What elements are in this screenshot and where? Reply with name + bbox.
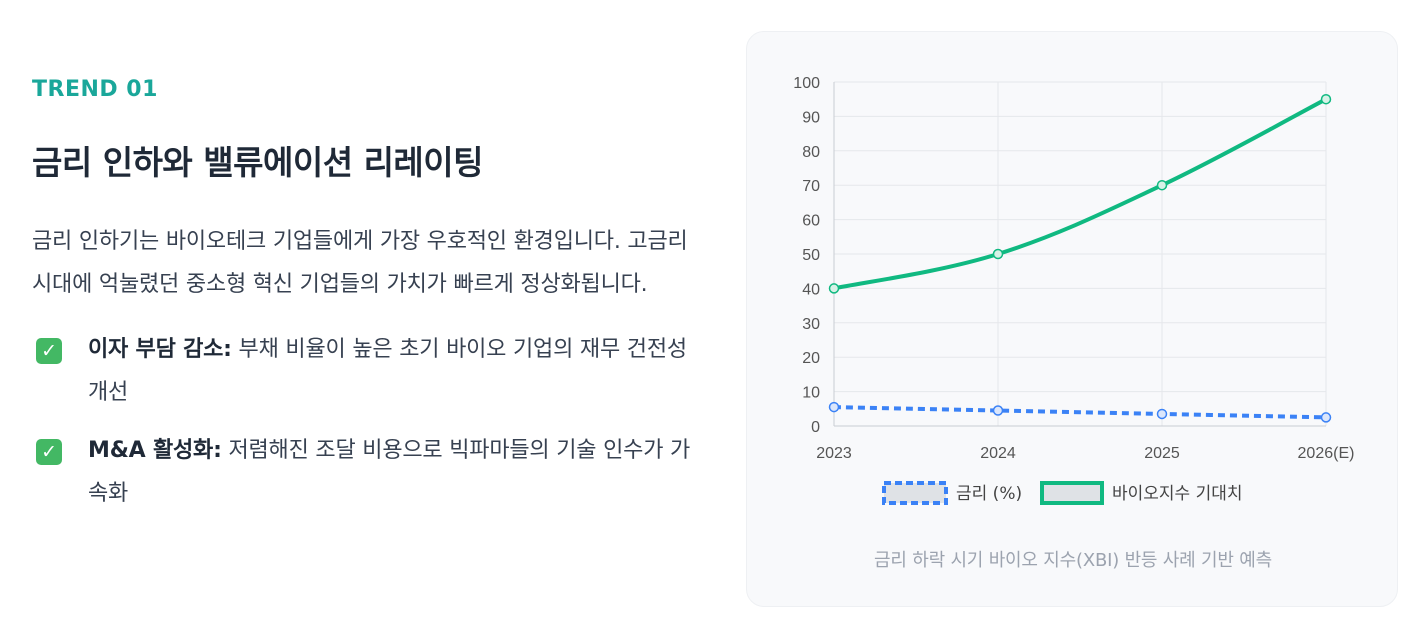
series-line-1 bbox=[833, 97, 1327, 291]
y-tick-label: 60 bbox=[802, 213, 820, 230]
section-description: 금리 인하기는 바이오테크 기업들에게 가장 우호적인 환경입니다. 고금리 시… bbox=[32, 229, 688, 297]
y-tick-label: 0 bbox=[811, 419, 820, 436]
x-tick-label: 2025 bbox=[1144, 445, 1180, 462]
chart-card: 0 10 20 30 40 50 60 70 80 90 100 2023 2024 2025 2026(E… bbox=[746, 31, 1398, 607]
x-tick-label: 2023 bbox=[816, 445, 852, 462]
bullet-text: 저렴해진 조달 비용으로 빅파마들의 기술 인수가 가속화 bbox=[88, 438, 691, 506]
y-tick-label: 90 bbox=[802, 109, 820, 126]
y-tick-label: 10 bbox=[802, 385, 820, 402]
y-tick-label: 50 bbox=[802, 247, 820, 264]
data-point bbox=[992, 248, 1004, 260]
bullet-text: 부채 비율이 높은 초기 바이오 기업의 재무 건전성 개선 bbox=[88, 337, 687, 405]
y-tick-label: 20 bbox=[802, 350, 820, 367]
trend-tag: TREND 01 bbox=[32, 77, 158, 102]
bullet-title: 이자 부담 감소: bbox=[88, 337, 232, 362]
trend-section: TREND 01 금리 인하와 밸류에이션 리레이팅 금리 인하기는 바이오테크… bbox=[32, 70, 702, 530]
legend-label: 금리 (%) bbox=[956, 484, 1022, 504]
y-tick-label: 70 bbox=[802, 178, 820, 195]
legend-label: 바이오지수 기대치 bbox=[1112, 484, 1243, 504]
legend-swatch bbox=[1040, 481, 1104, 505]
benefit-list: ✓ 이자 부담 감소: 부채 비율이 높은 초기 바이오 기업의 재무 건전성 … bbox=[32, 328, 702, 515]
data-point bbox=[828, 283, 840, 294]
chart-caption: 금리 하락 시기 바이오 지수(XBI) 반등 사례 기반 예측 bbox=[873, 550, 1273, 571]
check-mark-icon: ✓ bbox=[36, 439, 62, 465]
y-tick-label: 80 bbox=[802, 144, 820, 161]
data-point bbox=[992, 405, 1004, 416]
legend-swatch bbox=[882, 481, 948, 505]
y-tick-label: 40 bbox=[802, 281, 820, 298]
data-point bbox=[1320, 93, 1332, 105]
list-item: ✓ 이자 부담 감소: 부채 비율이 높은 초기 바이오 기업의 재무 건전성 … bbox=[32, 328, 698, 414]
data-point bbox=[1320, 412, 1332, 423]
list-item: ✓ M&A 활성화: 저렴해진 조달 비용으로 빅파마들의 기술 인수가 가속화 bbox=[32, 429, 698, 515]
data-point bbox=[828, 401, 840, 413]
series-line-0 bbox=[833, 405, 1327, 420]
check-mark-icon: ✓ bbox=[36, 338, 62, 364]
bullet-title: M&A 활성화: bbox=[88, 438, 222, 463]
y-tick-label: 30 bbox=[802, 316, 820, 333]
x-tick-label: 2026(E) bbox=[1298, 445, 1355, 462]
data-point bbox=[1156, 408, 1168, 420]
section-heading: 금리 인하와 밸류에이션 리레이팅 bbox=[32, 143, 484, 182]
x-tick-label: 2024 bbox=[980, 445, 1016, 462]
line-chart: 0 10 20 30 40 50 60 70 80 90 100 2023 2024 2025 2026(E… bbox=[793, 75, 1355, 505]
data-point bbox=[1156, 179, 1168, 191]
y-tick-label: 100 bbox=[793, 75, 820, 92]
